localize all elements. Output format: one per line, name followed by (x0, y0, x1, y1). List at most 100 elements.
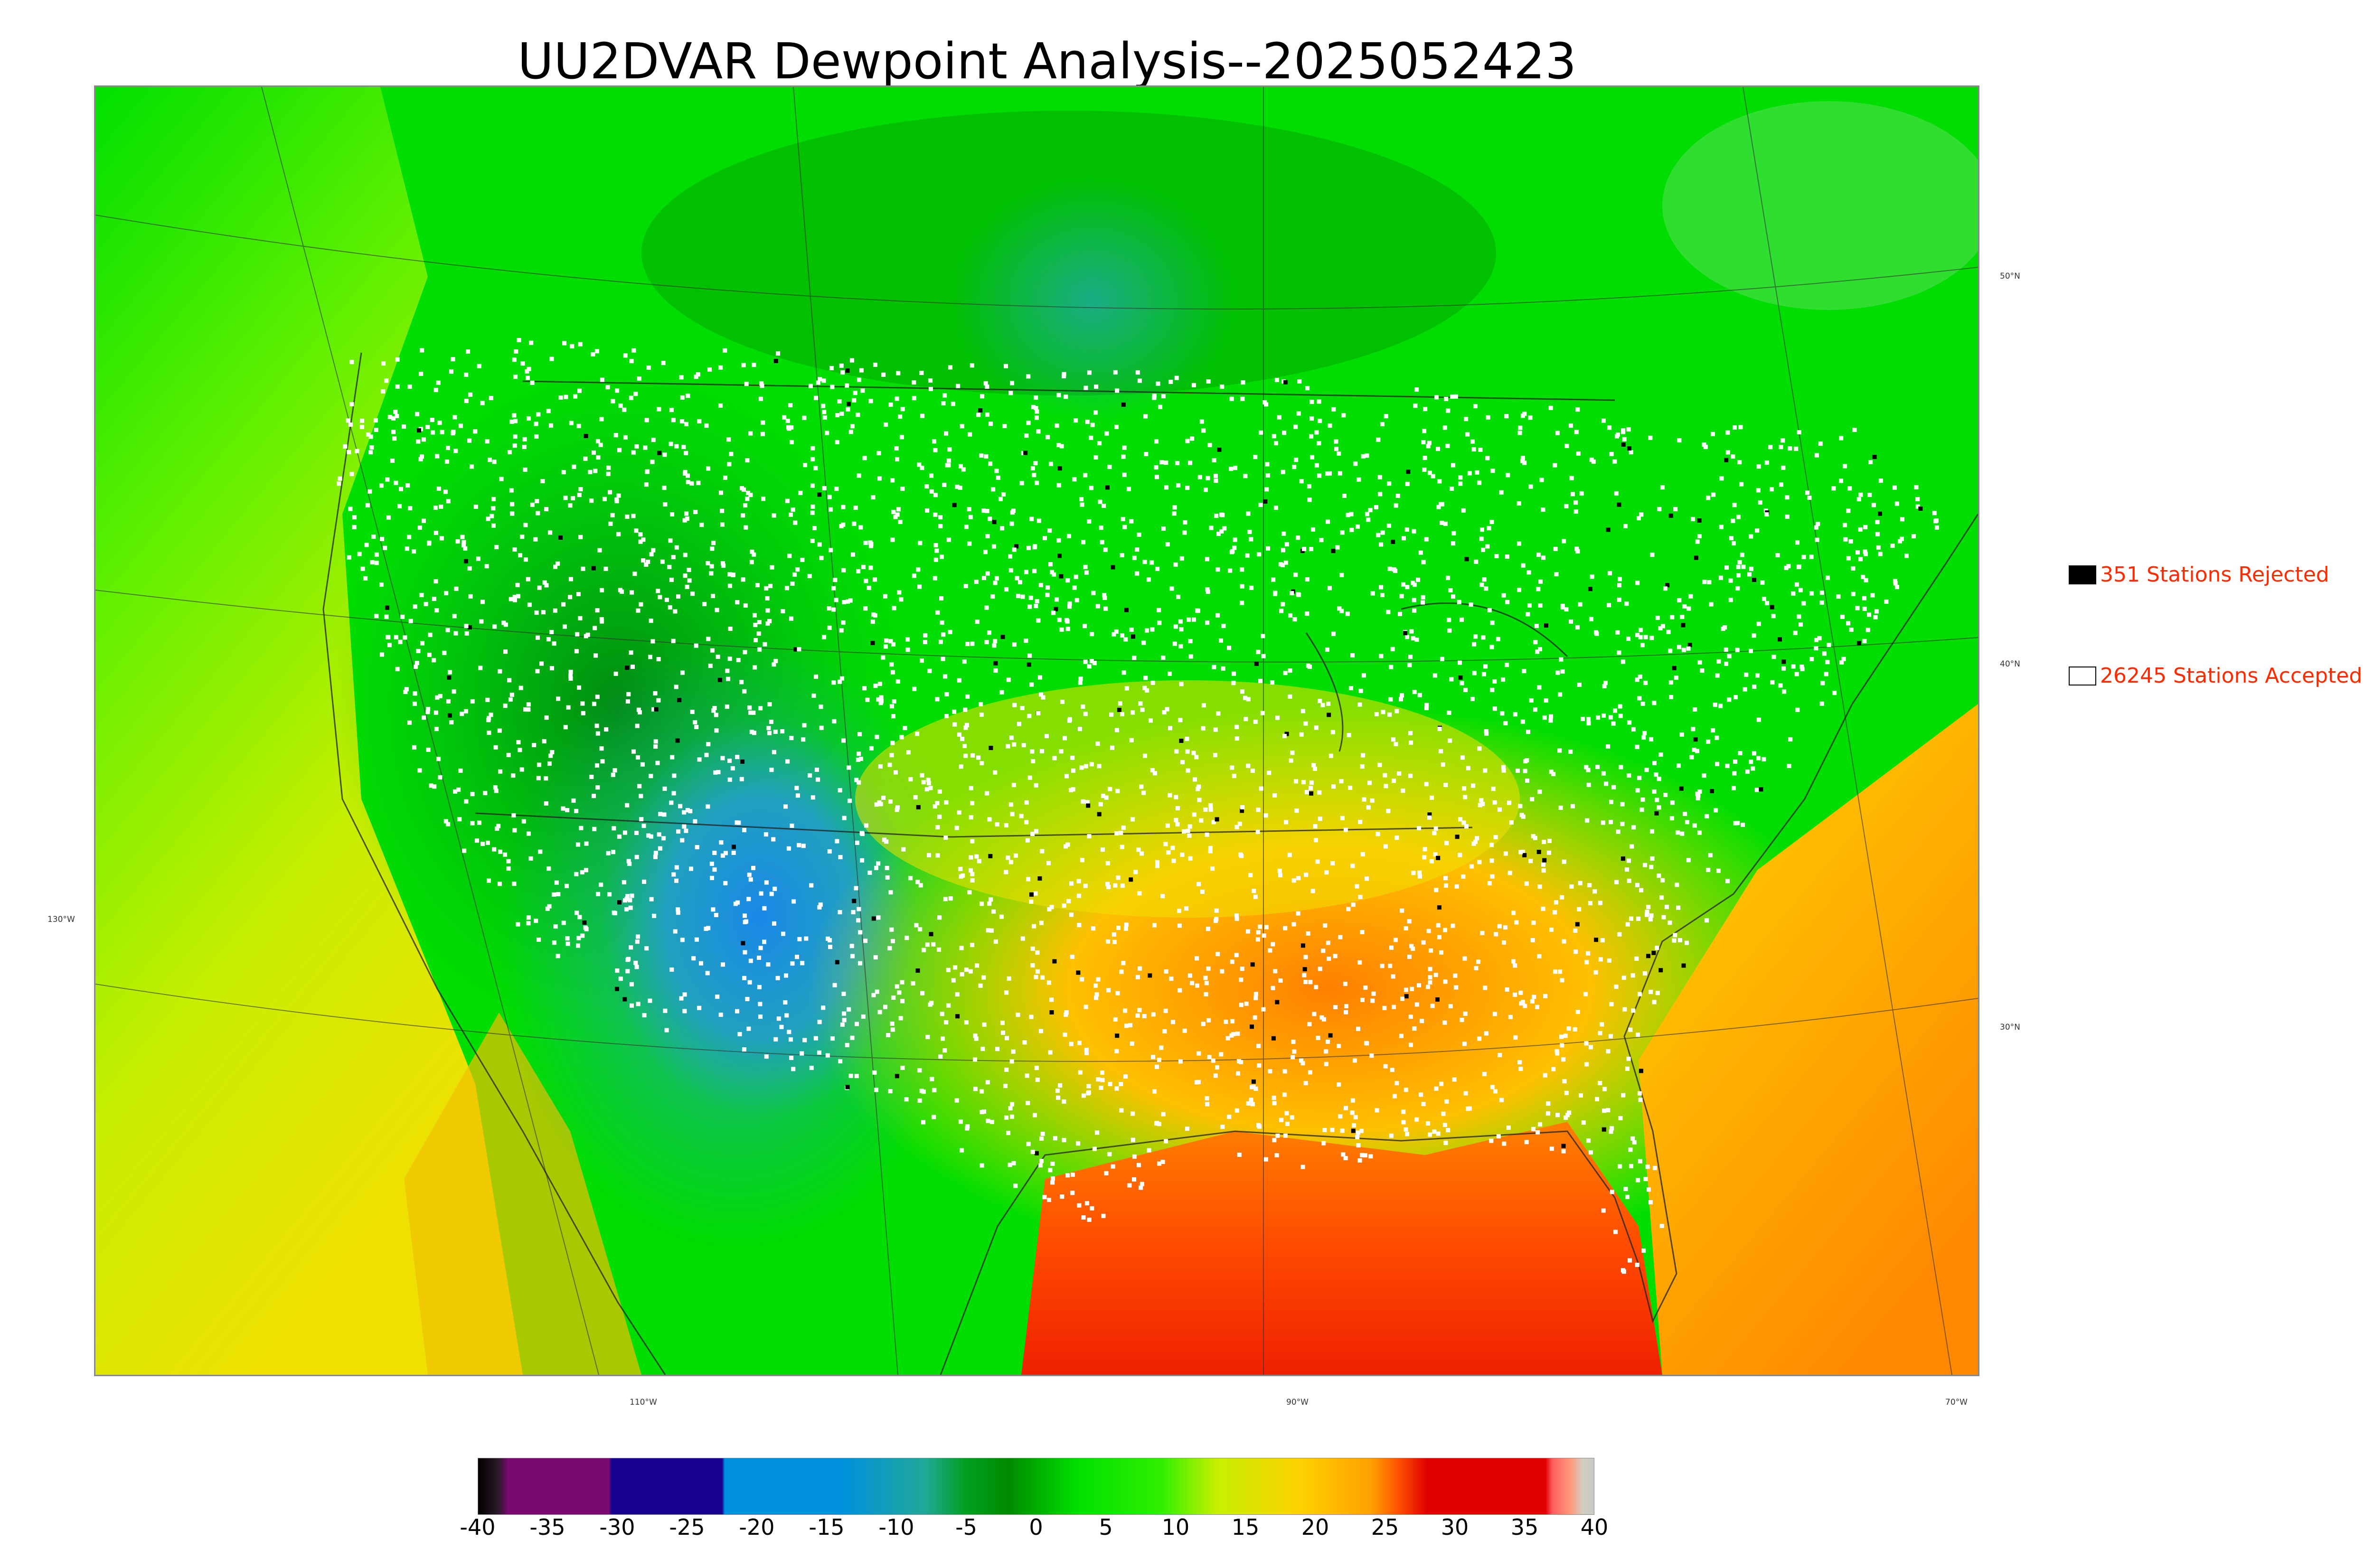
accepted-station (992, 643, 997, 648)
accepted-station (1086, 1084, 1091, 1089)
accepted-station (1356, 1143, 1361, 1148)
accepted-station (452, 415, 457, 420)
accepted-station (985, 571, 990, 576)
accepted-station (1601, 820, 1605, 825)
accepted-station (959, 874, 963, 879)
accepted-station (877, 1010, 882, 1014)
accepted-station (436, 486, 441, 491)
accepted-station (767, 731, 772, 735)
rejected-station (1620, 856, 1625, 861)
accepted-station (933, 804, 937, 809)
accepted-station (1794, 672, 1799, 676)
accepted-station (1560, 978, 1564, 983)
accepted-station (1213, 1073, 1218, 1078)
accepted-station (1657, 777, 1661, 781)
accepted-station (1106, 939, 1111, 944)
accepted-station (795, 793, 800, 798)
accepted-station (922, 948, 926, 952)
accepted-station (1138, 966, 1142, 971)
accepted-station (1244, 1001, 1249, 1006)
accepted-station (718, 1013, 723, 1017)
accepted-station (1851, 566, 1856, 571)
accepted-station (1253, 719, 1258, 724)
accepted-station (1668, 648, 1673, 653)
accepted-station (1036, 969, 1040, 974)
accepted-station (625, 699, 630, 704)
accepted-station (887, 762, 892, 767)
accepted-station (1080, 502, 1084, 507)
accepted-station (987, 901, 992, 906)
accepted-station (1733, 695, 1738, 700)
accepted-station (1221, 624, 1226, 629)
accepted-station (599, 617, 604, 621)
accepted-station (1443, 876, 1448, 881)
accepted-station (463, 546, 468, 551)
accepted-station (874, 802, 879, 807)
accepted-station (1862, 638, 1867, 643)
accepted-station (1400, 693, 1404, 698)
accepted-station (1602, 1108, 1607, 1113)
accepted-station (1523, 769, 1527, 773)
accepted-station (1647, 1187, 1651, 1192)
accepted-station (914, 923, 919, 928)
accepted-station (1800, 667, 1805, 671)
accepted-station (1473, 404, 1478, 409)
accepted-station (1443, 1140, 1448, 1145)
accepted-station (1080, 977, 1084, 982)
accepted-station (688, 809, 693, 814)
accepted-station (1209, 526, 1214, 530)
accepted-station (958, 1119, 963, 1124)
accepted-station (1245, 553, 1250, 558)
accepted-station (1173, 562, 1178, 567)
accepted-station (1213, 753, 1217, 758)
accepted-station (758, 706, 763, 711)
accepted-station (1934, 525, 1939, 530)
accepted-station (541, 610, 546, 615)
accepted-station (1492, 1012, 1497, 1016)
accepted-station (963, 753, 968, 758)
accepted-station (1186, 768, 1190, 773)
accepted-station (1612, 459, 1617, 464)
accepted-station (848, 1073, 853, 1078)
accepted-station (1616, 432, 1620, 437)
accepted-station (428, 632, 433, 637)
accepted-station (1786, 564, 1791, 569)
accepted-station (1116, 926, 1121, 930)
accepted-station (574, 808, 579, 813)
accepted-station (1725, 879, 1730, 883)
accepted-station (782, 415, 787, 420)
accepted-station (1149, 718, 1153, 723)
accepted-station (1029, 516, 1034, 521)
accepted-station (1065, 774, 1069, 779)
accepted-station (890, 1021, 895, 1026)
accepted-station (1674, 676, 1678, 680)
accepted-station (1364, 1041, 1368, 1045)
accepted-station (1427, 470, 1432, 475)
accepted-station (444, 459, 449, 464)
accepted-station (883, 644, 888, 649)
accepted-station (1607, 603, 1611, 608)
accepted-station (1770, 487, 1774, 492)
accepted-station (489, 713, 493, 717)
accepted-station (1318, 419, 1322, 423)
accepted-station (1197, 798, 1202, 802)
accepted-station (1208, 849, 1213, 854)
accepted-station (1347, 732, 1351, 737)
accepted-station (1233, 537, 1237, 542)
accepted-station (1006, 855, 1010, 860)
accepted-station (1489, 520, 1494, 525)
accepted-station (685, 808, 690, 813)
accepted-station (1567, 1110, 1572, 1115)
accepted-station (940, 620, 944, 625)
accepted-station (1541, 868, 1546, 873)
accepted-station (630, 893, 634, 898)
accepted-station (1165, 542, 1170, 547)
accepted-station (749, 730, 754, 734)
accepted-station (1702, 773, 1706, 778)
accepted-station (1461, 874, 1466, 879)
accepted-station (1451, 594, 1455, 599)
accepted-station (850, 1035, 855, 1040)
accepted-station (1203, 807, 1208, 812)
accepted-station (1785, 514, 1790, 519)
accepted-station (697, 1005, 702, 1010)
